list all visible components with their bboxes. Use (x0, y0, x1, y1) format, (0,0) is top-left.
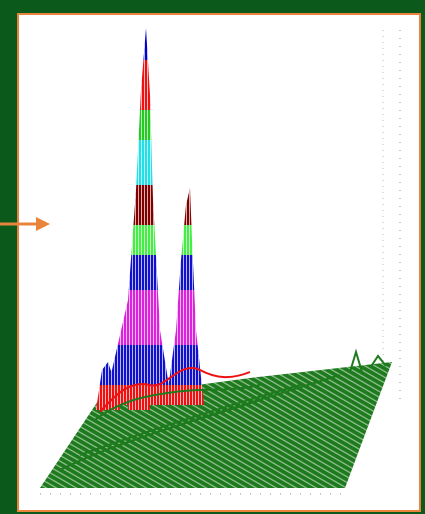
peak-ridge (99, 367, 251, 413)
peak-ridge (94, 384, 261, 421)
surface-ridge (59, 348, 387, 471)
surface-hatch (40, 362, 392, 488)
arrow-head (36, 217, 50, 231)
